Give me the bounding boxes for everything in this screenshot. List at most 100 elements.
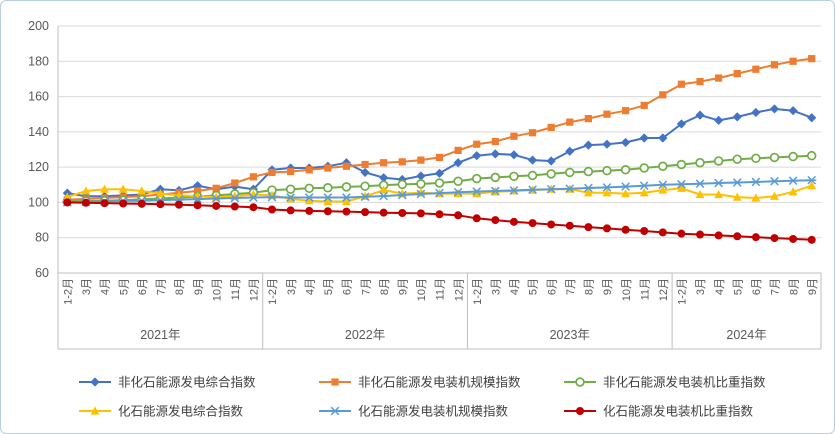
- x-axis-month-label: 4月: [714, 278, 726, 295]
- series-3-point-marker: [62, 192, 72, 201]
- series-0-point-marker: [695, 110, 705, 120]
- series-1-point-marker: [305, 166, 313, 174]
- legend-label: 化石能源发电装机比重指数: [603, 404, 754, 419]
- x-axis-month-label: 8月: [379, 278, 391, 295]
- series-0-point-marker: [769, 104, 780, 114]
- series-0-point-marker: [397, 174, 407, 185]
- series-5-point-marker: [770, 234, 779, 243]
- series-1-point-marker: [566, 118, 574, 126]
- x-axis-year-label: 2022年: [345, 328, 385, 342]
- legend-label: 非化石能源发电装机规模指数: [358, 375, 521, 390]
- x-axis-month-label: 4月: [509, 278, 521, 295]
- series-2-point-marker: [360, 181, 370, 191]
- series-0-point-marker: [639, 133, 649, 143]
- x-axis-month-label: 6月: [546, 278, 558, 295]
- series-0-point-marker: [360, 167, 370, 178]
- x-axis-month-label: 1-2月: [267, 278, 279, 305]
- series-2-point-marker: [285, 184, 296, 194]
- series-3-point-marker: [155, 189, 165, 198]
- series-2-point-marker: [602, 165, 612, 176]
- series-1-point-marker: [324, 164, 332, 172]
- series-0-point-marker: [732, 112, 742, 122]
- series-1-point-marker: [398, 158, 406, 166]
- series-1-point-marker: [249, 173, 258, 181]
- series-1-point-marker: [380, 159, 388, 167]
- series-1-point-marker: [417, 156, 425, 164]
- x-axis-month-label: 10月: [621, 278, 633, 301]
- x-axis-month-label: 8月: [788, 278, 800, 295]
- series-5-point-marker: [361, 208, 370, 217]
- series-2-point-marker: [471, 173, 482, 184]
- series-1-point-marker: [603, 110, 611, 118]
- series-0-point-marker: [379, 173, 389, 183]
- series-2-point-marker: [434, 178, 445, 188]
- series-3-point-marker: [342, 196, 351, 206]
- x-axis-month-label: 4月: [100, 278, 112, 295]
- x-axis-month-label: 11月: [230, 278, 242, 300]
- series-1-point-marker: [547, 123, 555, 132]
- y-axis-tick-label: 80: [35, 231, 49, 245]
- x-axis-month-label: 12月: [453, 278, 465, 301]
- series-1-point-marker: [752, 65, 760, 73]
- series-0-point-marker: [490, 149, 500, 159]
- series-5-point-marker: [174, 200, 183, 209]
- series-2-point-marker: [565, 167, 575, 178]
- series-5-point-marker: [472, 214, 481, 223]
- series-1-point-marker: [715, 74, 723, 82]
- x-axis-month-label: 5月: [732, 278, 744, 295]
- y-axis-tick-label: 140: [28, 125, 49, 139]
- series-0-point-marker: [714, 115, 724, 125]
- x-axis-month-label: 8月: [174, 278, 186, 295]
- series-5-point-marker: [696, 230, 705, 239]
- series-3-point-marker: [732, 192, 742, 201]
- series-3-point-marker: [677, 183, 686, 192]
- series-2-point-marker: [416, 179, 426, 189]
- x-axis-month-label: 1-2月: [63, 278, 75, 305]
- series-2-point-marker: [713, 156, 724, 166]
- legend-marker-circle-icon: [576, 407, 584, 415]
- x-axis-month-label: 7月: [156, 278, 168, 295]
- x-axis-month-label: 5月: [323, 278, 335, 295]
- series-3-point-marker: [658, 185, 668, 194]
- series-5-point-marker: [100, 199, 109, 208]
- legend-label: 化石能源发电综合指数: [118, 404, 244, 419]
- x-axis-month-label: 9月: [193, 278, 205, 295]
- series-0-point-marker: [751, 107, 761, 118]
- x-axis-month-label: 5月: [118, 278, 130, 295]
- series-5-point-marker: [268, 205, 277, 214]
- legend-marker-circle-open-icon: [575, 377, 585, 387]
- series-3-point-marker: [639, 188, 649, 197]
- series-1-point-marker: [473, 140, 481, 148]
- x-axis-month-label: 6月: [751, 278, 763, 295]
- legend-marker-diamond-icon: [90, 377, 100, 387]
- series-3-point-marker: [118, 184, 128, 193]
- series-5-point-marker: [81, 198, 90, 207]
- legend-marker-square-icon: [331, 378, 339, 386]
- series-5-point-marker: [305, 206, 314, 215]
- series-2-point-marker: [769, 152, 780, 163]
- x-axis-month-label: 11月: [435, 278, 447, 300]
- series-0-point-marker: [620, 137, 631, 148]
- series-2-point-marker: [453, 176, 463, 187]
- series-5-point-marker: [751, 233, 760, 242]
- series-3-point-marker: [583, 188, 593, 197]
- series-5-point-marker: [658, 228, 667, 237]
- series-5-point-marker: [63, 198, 72, 207]
- series-1-point-marker: [361, 160, 369, 169]
- x-axis-month-label: 10月: [211, 278, 223, 301]
- series-1-point-marker: [231, 179, 239, 187]
- series-5-point-marker: [640, 227, 649, 236]
- series-1-point-marker: [808, 55, 816, 63]
- series-5-point-marker: [528, 219, 537, 228]
- series-3-point-marker: [137, 186, 147, 195]
- legend-marker-triangle-icon: [90, 406, 100, 415]
- series-1-point-marker: [528, 129, 537, 137]
- series-1-point-marker: [342, 162, 351, 170]
- series-5-point-marker: [547, 220, 556, 229]
- series-1-point-marker: [491, 137, 499, 146]
- series-3-point-marker: [100, 184, 109, 193]
- series-1-point-marker: [193, 187, 202, 195]
- y-axis-tick-label: 60: [35, 266, 49, 280]
